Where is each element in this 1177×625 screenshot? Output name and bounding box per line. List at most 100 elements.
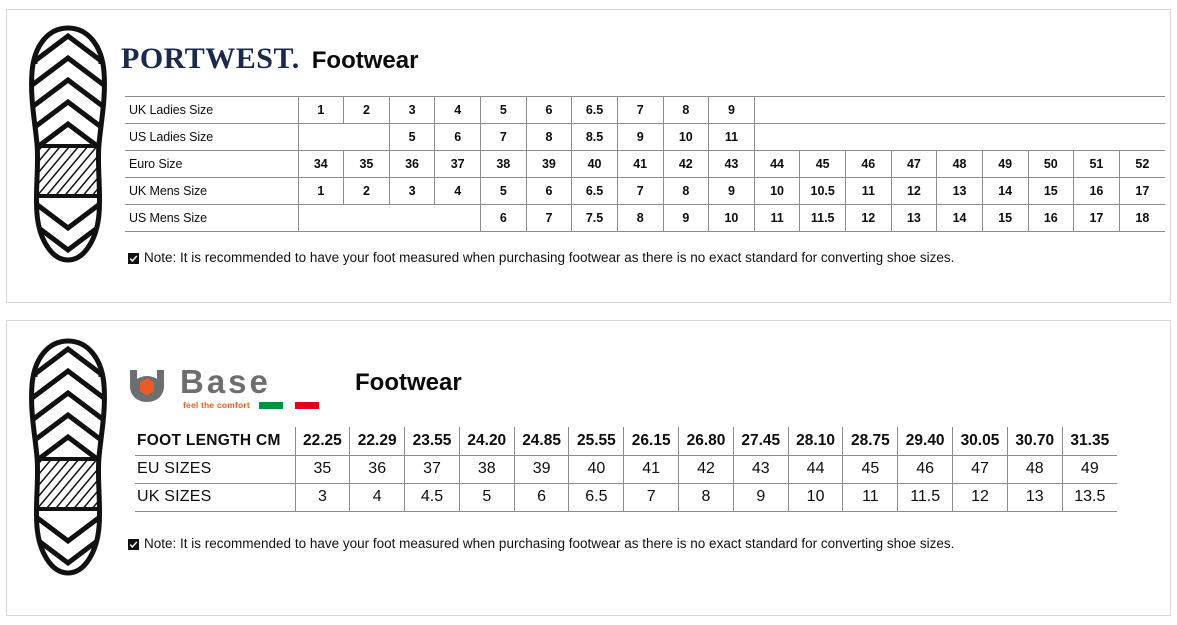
table-cell <box>389 204 435 232</box>
table-cell: 9 <box>708 177 755 205</box>
table-cell <box>799 96 846 124</box>
base-size-chart-panel: Base Footwear feel the comfort FOOT LENG… <box>6 320 1171 616</box>
table-cell: 47 <box>952 454 1008 483</box>
table-cell: 11 <box>845 177 892 205</box>
base-note-text: Note: It is recommended to have your foo… <box>144 536 955 551</box>
table-cell: 44 <box>787 454 843 483</box>
table-cell <box>799 123 846 151</box>
table-cell: 40 <box>571 150 618 178</box>
table-cell: 15 <box>1027 177 1074 205</box>
base-horseshoe-hexagon-icon <box>127 368 167 404</box>
table-cell: 4 <box>434 177 481 205</box>
table-cell: 26.15 <box>623 427 679 455</box>
table-cell: 36 <box>388 150 435 178</box>
table-cell <box>845 123 892 151</box>
table-cell <box>297 123 344 151</box>
table-cell: 27.45 <box>732 427 789 455</box>
table-cell: 11.5 <box>897 482 953 512</box>
table-cell: 10 <box>787 482 843 512</box>
table-cell <box>1119 96 1165 124</box>
table-cell: 42 <box>662 150 709 178</box>
table-cell: 26.80 <box>678 427 734 455</box>
table-cell: 6 <box>434 123 481 151</box>
table-cell: 6 <box>513 482 569 512</box>
table-cell: 6.5 <box>571 177 618 205</box>
table-cell: 11 <box>753 204 800 232</box>
table-cell: 35 <box>294 454 350 483</box>
table-cell: 3 <box>388 96 435 124</box>
table-cell: 43 <box>732 454 789 483</box>
portwest-category-label: Footwear <box>311 47 419 74</box>
table-cell: 37 <box>434 150 481 178</box>
table-cell: 13.5 <box>1061 482 1117 512</box>
table-cell: 25.55 <box>568 427 624 455</box>
table-cell: 6.5 <box>571 96 618 124</box>
table-cell: 29.40 <box>897 427 953 455</box>
table-cell: 7 <box>623 482 679 512</box>
table-cell: 17 <box>1118 177 1165 205</box>
table-cell: 34 <box>297 150 344 178</box>
table-cell: 4.5 <box>404 482 460 512</box>
table-cell: 46 <box>897 454 953 483</box>
table-cell: 3 <box>294 482 350 512</box>
table-cell: 6 <box>525 177 572 205</box>
table-cell <box>982 123 1028 151</box>
table-cell: 37 <box>404 454 460 483</box>
table-cell <box>982 96 1028 124</box>
table-cell: 15 <box>981 204 1028 232</box>
table-cell <box>891 96 937 124</box>
table-cell <box>434 204 481 232</box>
table-cell: 5 <box>458 482 515 512</box>
table-cell: 4 <box>434 96 481 124</box>
table-cell: 13 <box>890 204 937 232</box>
base-category-label: Footwear <box>355 369 462 396</box>
table-cell: 9 <box>732 482 789 512</box>
table-cell: 17 <box>1073 204 1120 232</box>
table-cell: 36 <box>349 454 405 483</box>
table-cell: 9 <box>662 204 709 232</box>
table-cell: 24.85 <box>513 427 569 455</box>
table-cell: 1 <box>297 96 344 124</box>
table-cell: 7 <box>616 177 663 205</box>
table-cell: 12 <box>890 177 937 205</box>
table-cell: 39 <box>525 150 572 178</box>
table-cell <box>1028 96 1074 124</box>
table-cell: 41 <box>623 454 679 483</box>
table-cell: 8.5 <box>571 123 618 151</box>
table-cell: 14 <box>981 177 1028 205</box>
table-cell: 31.35 <box>1061 427 1117 455</box>
table-cell: 11 <box>708 123 755 151</box>
table-cell: 10.5 <box>799 177 846 205</box>
table-cell <box>1028 123 1074 151</box>
table-cell <box>753 96 800 124</box>
row-label: UK Ladies Size <box>125 96 298 124</box>
table-cell: 39 <box>513 454 569 483</box>
portwest-logo: PORTWEST. <box>121 44 300 74</box>
table-cell: 8 <box>678 482 734 512</box>
table-cell <box>936 96 983 124</box>
table-cell: 7.5 <box>571 204 618 232</box>
table-cell: 8 <box>662 96 709 124</box>
table-cell: 24.20 <box>458 427 515 455</box>
table-cell: 11 <box>842 482 898 512</box>
table-cell: 6.5 <box>568 482 624 512</box>
base-note: Note: It is recommended to have your foo… <box>128 536 954 552</box>
table-cell: 9 <box>616 123 663 151</box>
table-cell: 42 <box>678 454 734 483</box>
portwest-note-text: Note: It is recommended to have your foo… <box>144 250 955 265</box>
table-cell <box>753 123 800 151</box>
portwest-size-chart-panel: PORTWEST. Footwear UK Ladies Size 1 2 3 4 5 6 6… <box>6 9 1171 303</box>
row-label: US Mens Size <box>125 204 298 232</box>
table-cell: 22.25 <box>294 427 350 455</box>
table-cell: 8 <box>616 204 663 232</box>
base-tagline-row: feel the comfort <box>180 400 319 410</box>
table-cell: 2 <box>343 96 390 124</box>
table-cell: 44 <box>753 150 800 178</box>
table-cell: 3 <box>388 177 435 205</box>
table-cell: 8 <box>662 177 709 205</box>
table-row: EU SIZES 35 36 37 38 39 40 41 42 43 44 45 46 47 48 49 <box>135 454 1117 483</box>
table-cell: 1 <box>297 177 344 205</box>
table-cell: 22.29 <box>349 427 405 455</box>
row-label: UK Mens Size <box>125 177 298 205</box>
